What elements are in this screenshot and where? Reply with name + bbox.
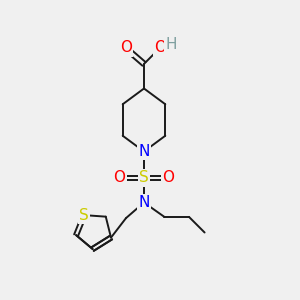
Text: N: N — [138, 144, 150, 159]
Text: O: O — [120, 40, 132, 56]
Text: N: N — [138, 195, 150, 210]
Text: O: O — [163, 170, 175, 185]
Text: O: O — [113, 170, 125, 185]
Text: O: O — [154, 40, 166, 55]
Text: H: H — [166, 37, 177, 52]
Text: S: S — [139, 170, 149, 185]
Text: S: S — [79, 208, 89, 223]
